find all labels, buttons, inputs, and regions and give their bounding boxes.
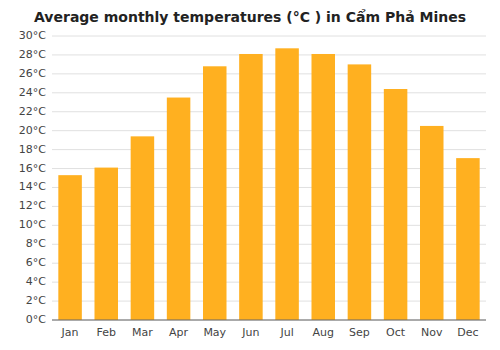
bar <box>384 89 408 320</box>
bar <box>239 54 263 320</box>
x-tick-label: Nov <box>421 326 443 339</box>
y-tick-label: 8°C <box>26 237 46 250</box>
x-tick-label: Dec <box>457 326 478 339</box>
y-tick-label: 10°C <box>19 218 46 231</box>
grid-line <box>52 92 486 93</box>
chart-container: 0°C 2°C 4°C 6°C 8°C 10°C 12°C 14°C 16°C 18°C 20°C 2… <box>0 0 500 350</box>
y-tick-label: 22°C <box>19 105 46 118</box>
y-tick-label: 26°C <box>19 67 46 80</box>
y-tick-label: 0°C <box>26 313 46 326</box>
y-tick-label: 4°C <box>26 275 46 288</box>
bar <box>94 168 118 320</box>
y-grid <box>52 36 486 320</box>
grid-line <box>52 54 486 55</box>
x-tick-label: May <box>203 326 226 339</box>
title: Average monthly temperatures (°C ) in Cẩ… <box>34 9 466 25</box>
grid-line <box>52 111 486 112</box>
bars <box>58 48 479 320</box>
bar <box>167 98 191 320</box>
y-tick-label: 14°C <box>19 180 46 193</box>
x-tick-label: Jul <box>279 326 293 339</box>
x-tick-label: Apr <box>169 326 189 339</box>
y-tick-label: 30°C <box>19 29 46 42</box>
x-tick-label: Feb <box>97 326 116 339</box>
y-tick-label: 2°C <box>26 294 46 307</box>
x-axis-line <box>52 320 486 321</box>
y-tick-label: 20°C <box>19 124 46 137</box>
x-tick-label: Sep <box>349 326 370 339</box>
bar <box>275 48 299 320</box>
bar <box>203 66 227 320</box>
x-tick-label: Oct <box>386 326 406 339</box>
x-tick-label: Mar <box>132 326 153 339</box>
grid-line <box>52 320 486 321</box>
bar <box>311 54 335 320</box>
x-tick-label: Jan <box>61 326 79 339</box>
bar <box>131 136 155 320</box>
grid-line <box>52 36 486 37</box>
y-tick-label: 16°C <box>19 162 46 175</box>
bar <box>58 175 82 320</box>
bar <box>348 64 372 320</box>
grid-line <box>52 73 486 74</box>
bar <box>420 126 444 320</box>
y-tick-label: 28°C <box>19 48 46 61</box>
y-tick-label: 18°C <box>19 143 46 156</box>
y-tick-label: 12°C <box>19 199 46 212</box>
y-tick-label: 24°C <box>19 86 46 99</box>
y-tick-label: 6°C <box>26 256 46 269</box>
chart: 0°C 2°C 4°C 6°C 8°C 10°C 12°C 14°C 16°C 18°C 20°C 2… <box>0 0 500 350</box>
x-tick-label: Jun <box>241 326 259 339</box>
x-tick-label: Aug <box>313 326 334 339</box>
bar <box>456 158 480 320</box>
